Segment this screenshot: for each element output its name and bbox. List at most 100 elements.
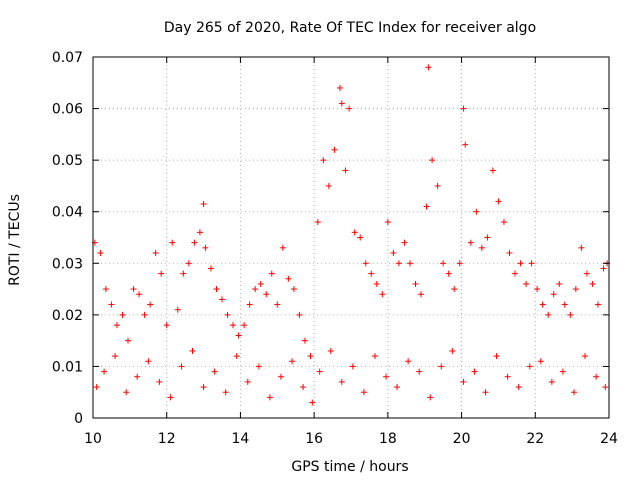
y-tick-label: 0.04 (52, 205, 83, 221)
data-point (371, 353, 378, 360)
data-point (147, 301, 154, 308)
data-point (567, 311, 574, 318)
data-point (266, 394, 273, 401)
y-tick-label: 0 (74, 411, 83, 427)
data-point (462, 141, 469, 148)
data-point (594, 301, 601, 308)
data-point (360, 389, 367, 396)
data-point (152, 249, 159, 256)
data-point (484, 234, 491, 241)
y-tick-label: 0.05 (52, 153, 83, 169)
data-point (537, 358, 544, 365)
data-point (478, 244, 485, 251)
data-point (495, 198, 502, 205)
data-point (241, 322, 248, 329)
data-point (346, 105, 353, 112)
data-point (460, 105, 467, 112)
data-point (263, 291, 270, 298)
data-point (119, 311, 126, 318)
data-point (440, 260, 447, 267)
data-point (489, 167, 496, 174)
data-point (500, 219, 507, 226)
data-point (255, 363, 262, 370)
data-point (307, 353, 314, 360)
data-point (163, 322, 170, 329)
data-point (213, 286, 220, 293)
data-point (467, 239, 474, 246)
x-tick-label: 18 (379, 431, 397, 447)
data-point (545, 311, 552, 318)
x-tick-label: 12 (158, 431, 176, 447)
data-point (178, 363, 185, 370)
data-point (526, 363, 533, 370)
data-point (141, 311, 148, 318)
data-point (416, 368, 423, 375)
data-point (394, 384, 401, 391)
y-tick-label: 0.03 (52, 256, 83, 272)
data-point (327, 347, 334, 354)
data-point (456, 260, 463, 267)
data-point (309, 399, 316, 406)
data-point (406, 260, 413, 267)
data-point (412, 280, 419, 287)
data-point (548, 378, 555, 385)
data-point (528, 260, 535, 267)
data-point (211, 368, 218, 375)
data-point (425, 64, 432, 71)
data-point (244, 378, 251, 385)
data-point (277, 373, 284, 380)
data-point (582, 353, 589, 360)
data-point (285, 275, 292, 282)
data-point (534, 286, 541, 293)
data-point (158, 270, 165, 277)
data-point (373, 280, 380, 287)
data-point (301, 337, 308, 344)
data-point (296, 311, 303, 318)
data-point (325, 182, 332, 189)
data-point (383, 373, 390, 380)
data-point (180, 270, 187, 277)
data-point (517, 260, 524, 267)
data-point (219, 296, 225, 303)
x-tick-label: 16 (305, 431, 323, 447)
data-point (362, 260, 369, 267)
data-point (384, 219, 391, 226)
data-point (451, 286, 458, 293)
x-tick-label: 20 (453, 431, 471, 447)
y-tick-label: 0.02 (52, 308, 83, 324)
data-point (427, 394, 434, 401)
data-point (207, 265, 214, 272)
data-point (550, 291, 557, 298)
data-point (379, 291, 386, 298)
data-point (336, 84, 343, 91)
data-point (200, 200, 207, 207)
x-tick-label: 24 (600, 431, 618, 447)
data-point (578, 244, 585, 251)
data-point (523, 280, 530, 287)
data-point (342, 167, 349, 174)
data-point (473, 208, 480, 215)
data-point (515, 384, 522, 391)
data-point (123, 389, 130, 396)
data-point (300, 384, 307, 391)
data-point (274, 301, 281, 308)
data-point (320, 157, 327, 164)
data-point (423, 203, 430, 210)
data-point (189, 347, 196, 354)
data-point (185, 260, 192, 267)
data-point (289, 358, 296, 365)
data-point (600, 265, 607, 272)
points-layer (91, 64, 611, 406)
data-point (357, 234, 364, 241)
data-point (246, 301, 253, 308)
y-tick-label: 0.06 (52, 102, 83, 118)
x-tick-label: 10 (84, 431, 102, 447)
data-point (93, 384, 100, 391)
data-point (130, 286, 137, 293)
y-axis-label: ROTI / TECUs (7, 194, 23, 286)
data-point (449, 347, 456, 354)
data-point (268, 270, 275, 277)
data-point (506, 249, 513, 256)
data-point (390, 249, 397, 256)
